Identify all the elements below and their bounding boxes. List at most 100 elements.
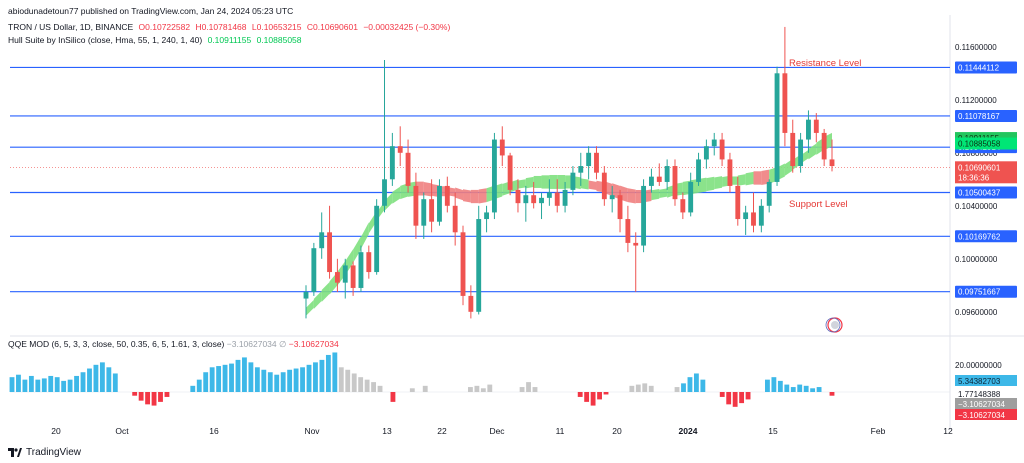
x-tick-label: Feb [871,426,886,436]
hull-segment [392,186,401,204]
qqe-bar [300,367,305,392]
qqe-bar [287,369,293,392]
qqe-bar [519,387,525,392]
qqe-value-badge [955,409,1017,420]
candle-body [539,197,544,204]
hull-segment [557,175,566,189]
level-label: 0.11444112 [958,63,1000,72]
candle-body [609,195,615,200]
candle-body [719,139,725,160]
hull-segment [321,282,330,302]
level-label: 0.11078167 [958,112,1000,121]
level-badge [955,61,1017,74]
qqe-bar [584,392,590,402]
qqe-value-1: −3.10627034 [226,339,277,349]
last-price-label: 0.10690601 [958,163,1001,172]
candle-body [735,185,741,220]
qqe-bar [526,382,531,392]
qqe-bar [771,377,777,392]
candle-body [444,185,450,206]
candle-body [656,176,662,182]
candle-body [421,199,427,226]
qqe-bar [332,352,338,392]
qqe-bar [61,380,67,392]
candle-body [586,152,592,167]
level-badge [955,285,1017,298]
hull-segment [478,188,487,204]
candle-body [743,212,749,220]
candle-body [672,166,678,200]
candle-body [460,232,466,296]
symbol-title: TRON / US Dollar, 1D, BINANCE [8,22,134,32]
qqe-value-label: 1.77148388 [958,390,1001,399]
qqe-legend: QQE MOD (6, 5, 3, 3, close, 50, 0.35, 6,… [8,339,339,350]
candle-body [578,166,584,173]
event-flag-icon-ring [825,317,841,333]
qqe-bar [816,387,822,392]
candle-body [806,119,811,140]
qqe-bar [222,364,228,392]
published-by: abiodunadetoun77 published on TradingVie… [8,6,294,16]
qqe-bar [164,392,170,397]
qqe-bar [9,377,15,392]
y-tick-label: 0.10400000 [955,202,998,211]
candle-body [711,139,717,147]
candle-body [562,189,568,206]
candle-body [782,73,788,133]
x-tick-label: Dec [489,426,505,436]
symbol-header: TRON / US Dollar, 1D, BINANCE O0.1072258… [8,22,453,32]
candle-body [821,132,827,160]
candle-body [648,176,654,186]
candle-body [476,219,482,312]
candle-body [727,159,733,186]
qqe-bar [739,392,745,404]
ohlc-open: O0.10722582 [138,22,191,32]
hull-segment [463,189,471,203]
qqe-bar [597,392,602,400]
qqe-bar [480,388,486,392]
qqe-bar [681,383,686,392]
event-flag-icon-inner [831,321,839,329]
level-badge [955,230,1017,243]
candle-body [696,159,701,182]
qqe-bar [293,368,299,392]
candle-body [531,195,537,204]
qqe-bar [280,372,286,392]
hull-segment [761,169,770,185]
hull-badge-label: 0.10885058 [958,140,1001,149]
qqe-bar [642,383,648,392]
countdown-label: 18:36:36 [958,173,990,182]
hull-segment [533,175,542,188]
level-label: 0.10500437 [958,188,1001,197]
qqe-bar [390,392,396,402]
candle-body [484,212,490,220]
y-tick-label: 0.10800000 [955,149,998,158]
hull-segment [651,188,660,201]
qqe-bar [93,364,99,392]
candle-body [546,192,552,198]
qqe-bar [48,375,54,392]
x-tick-label: 13 [382,426,392,436]
qqe-value-label: 5.34382703 [958,377,1001,386]
qqe-label: QQE MOD (6, 5, 3, 3, close, 50, 0.35, 6,… [8,339,225,349]
hull-segment [737,174,746,186]
resistance-annotation: Resistance Level [789,58,861,69]
qqe-bar [371,382,376,392]
x-tick-label: 2024 [679,426,698,436]
candle-body [798,139,804,167]
hull-segment [706,176,715,192]
hull-segment [745,171,754,186]
footer-brand[interactable]: TradingView [8,447,81,458]
qqe-bar [377,385,383,392]
qqe-bar [635,384,641,392]
qqe-bar [196,379,202,392]
qqe-bar [487,384,493,392]
hull-segment [714,176,723,190]
qqe-value-badge [955,388,1017,399]
qqe-bar [629,385,635,392]
x-tick-label: 20 [612,426,622,436]
candle-body [334,272,340,283]
qqe-bar [306,364,312,392]
qqe-bar [765,379,770,392]
